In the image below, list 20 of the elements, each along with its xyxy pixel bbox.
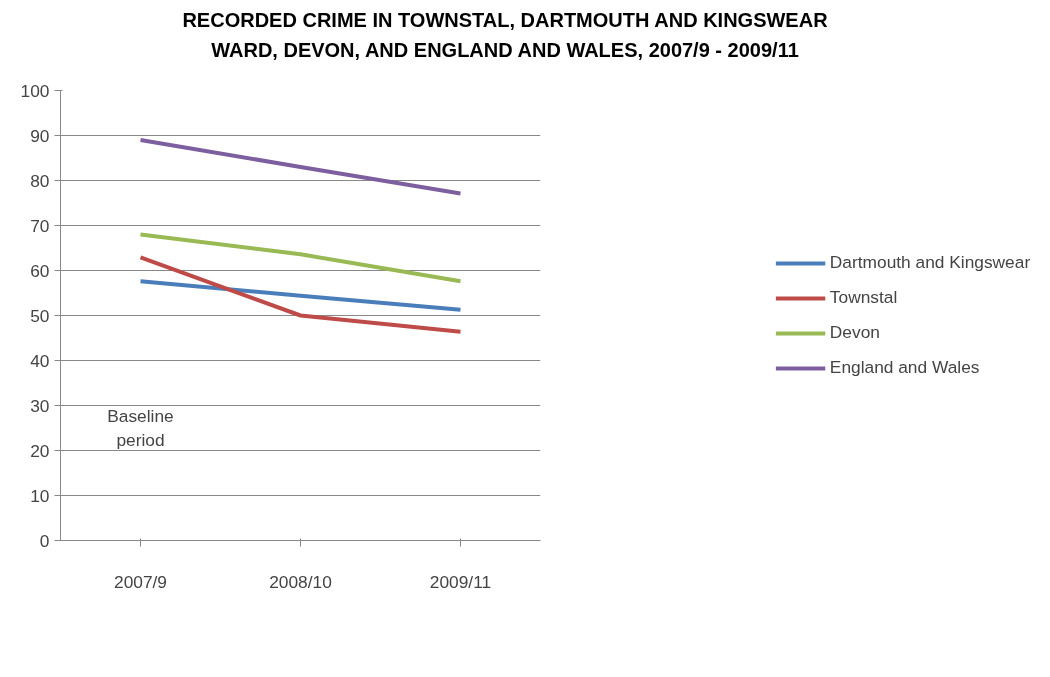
y-tick-label: 30 [30,395,50,416]
y-tick-label: 90 [30,125,50,146]
y-tick-label: 60 [30,260,50,281]
legend-label: Dartmouth and Kingswear [829,252,1031,273]
y-tick-label: 70 [30,215,50,236]
x-tick-label: 2007/9 [114,571,167,592]
x-tick-label: 2009/11 [429,571,492,592]
y-tick-label: 100 [20,80,50,101]
y-tick-label: 0 [39,530,50,551]
legend-label: England and Wales [829,357,980,378]
legend-label: Devon [829,322,880,343]
y-tick-label: 10 [30,485,50,506]
annotation: Baseline period [107,406,174,450]
legend-label: Townstal [829,287,898,308]
x-tick-label: 2008/10 [269,571,332,592]
y-tick-label: 20 [30,440,50,461]
y-tick-label: 50 [30,305,50,326]
y-tick-label: 80 [30,170,50,191]
chart-title: RECORDED CRIME IN TOWNSTAL, DARTMOUTH AND KINGSWEAR WARD, DEVON, AND ENGLAND AND WALES, 2007/9 - 2009/11 [182,8,828,63]
y-tick-label: 40 [30,350,50,371]
